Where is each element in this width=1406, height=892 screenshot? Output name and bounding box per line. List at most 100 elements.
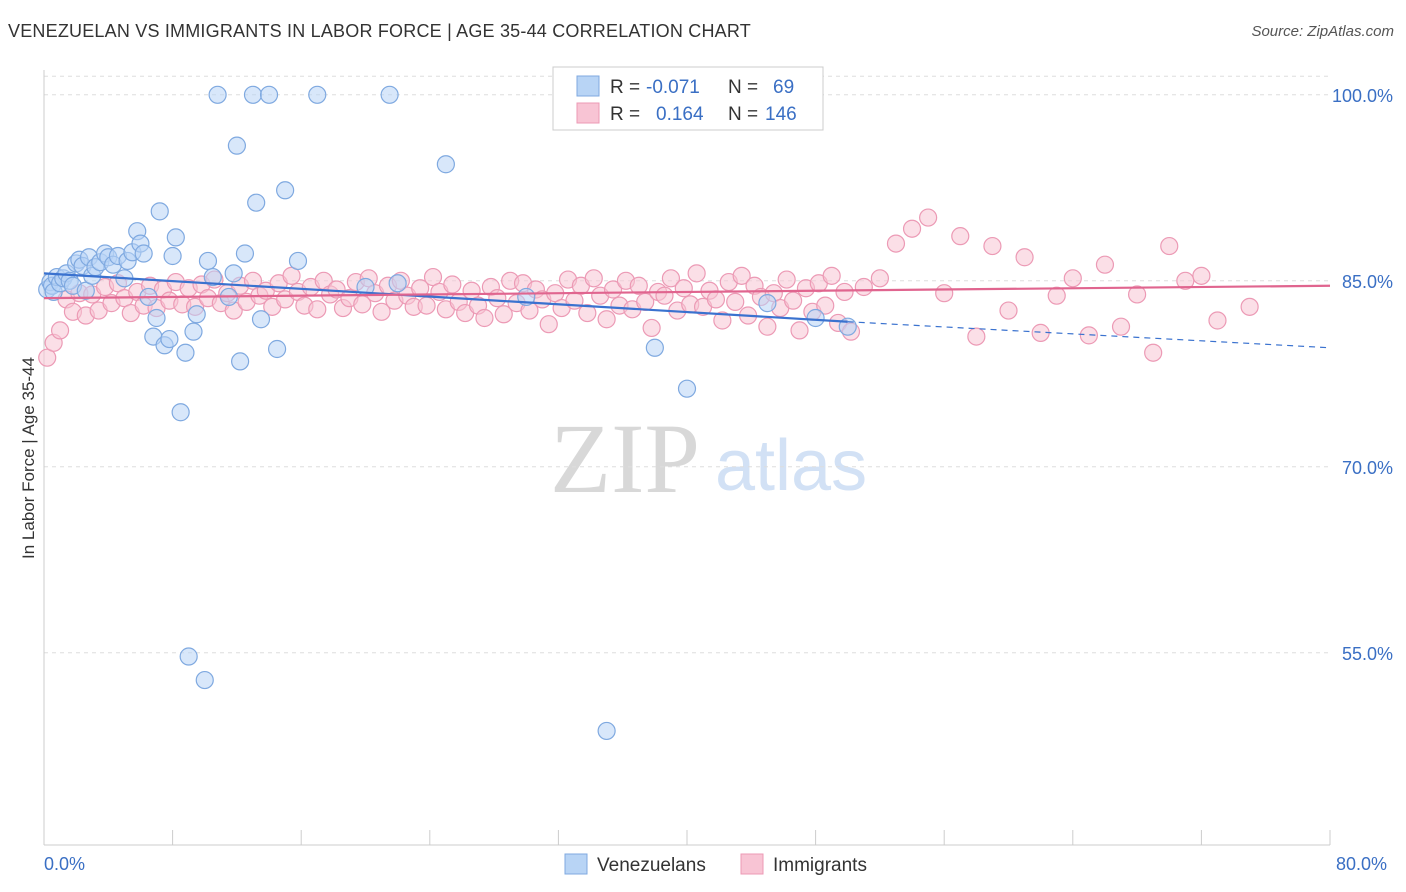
legend-swatch-venezuelans <box>576 75 600 97</box>
data-point <box>235 244 255 263</box>
data-point <box>243 85 263 104</box>
data-point <box>208 85 227 104</box>
data-point <box>163 246 182 266</box>
venezuelans-points <box>38 85 857 741</box>
y-tick-label: 100.0% <box>1332 86 1393 106</box>
data-point <box>488 289 507 308</box>
data-point <box>166 228 185 247</box>
data-point <box>184 322 203 341</box>
trend-line-immigrants <box>43 284 1331 300</box>
legend-r-value-1: -0.071 <box>646 77 700 98</box>
data-point <box>983 236 1002 256</box>
legend-n-label-2: N = <box>728 104 758 125</box>
data-point <box>999 301 1018 320</box>
data-point <box>147 308 166 328</box>
data-point <box>1079 326 1098 345</box>
data-point <box>854 277 873 297</box>
bottom-legend-swatch-immigrants <box>740 853 764 875</box>
data-point <box>160 329 179 349</box>
chart-title: VENEZUELAN VS IMMIGRANTS IN LABOR FORCE … <box>8 21 751 41</box>
data-point <box>251 310 271 329</box>
watermark-zip: ZIP <box>550 403 700 514</box>
legend-r-label-1: R = <box>610 77 640 98</box>
data-point <box>203 267 222 287</box>
data-point <box>443 275 462 294</box>
x-axis-ticks <box>43 830 1331 845</box>
data-point <box>1063 269 1082 288</box>
bottom-legend-label-immigrants: Immigrants <box>773 855 867 876</box>
legend-n-label-1: N = <box>728 77 758 98</box>
data-point <box>380 85 399 104</box>
data-point <box>806 308 825 328</box>
legend-n-value-2: 146 <box>765 104 797 125</box>
data-point <box>276 181 295 200</box>
data-point <box>687 264 706 283</box>
data-point <box>677 379 697 398</box>
data-point <box>777 270 796 289</box>
data-point <box>835 282 854 302</box>
trend-lines <box>43 272 1331 349</box>
y-axis-title: In Labor Force | Age 35-44 <box>19 357 38 559</box>
data-point <box>176 343 195 362</box>
data-point <box>783 291 803 310</box>
data-point <box>822 266 841 285</box>
data-point <box>50 321 70 340</box>
trend-line-venezuelans-extension <box>847 321 1331 349</box>
data-point <box>227 136 246 155</box>
data-point <box>935 284 954 303</box>
data-point <box>150 202 169 221</box>
source-label: Source: ZipAtlas.com <box>1251 23 1394 40</box>
data-point <box>288 251 308 271</box>
data-point <box>259 85 279 104</box>
bottom-legend: Venezuelans Immigrants <box>564 853 867 876</box>
data-point <box>436 155 455 174</box>
data-point <box>951 227 970 246</box>
data-point <box>267 339 287 359</box>
data-point <box>597 310 616 329</box>
data-point <box>224 264 243 283</box>
data-point <box>1208 311 1227 330</box>
stats-legend: R = -0.071 N = 69 R = 0.164 N = 146 <box>552 66 824 131</box>
data-point <box>870 269 890 288</box>
data-point <box>308 85 327 104</box>
data-point <box>1192 266 1211 285</box>
data-point <box>231 352 250 371</box>
legend-r-value-2: 0.164 <box>656 104 704 125</box>
data-point <box>1127 285 1147 304</box>
data-point <box>655 286 674 305</box>
data-point <box>886 234 906 253</box>
data-point <box>674 279 693 298</box>
data-point <box>1111 317 1131 336</box>
y-tick-label: 55.0% <box>1342 644 1393 664</box>
y-tick-label: 70.0% <box>1342 458 1393 478</box>
data-point <box>475 308 494 328</box>
data-point <box>1144 343 1163 362</box>
watermark-atlas: atlas <box>715 426 867 506</box>
data-point <box>629 276 648 295</box>
data-point <box>247 193 266 212</box>
data-point <box>661 269 681 288</box>
data-point <box>1240 297 1259 316</box>
data-point <box>195 670 214 690</box>
data-point <box>597 721 616 741</box>
legend-r-label-2: R = <box>610 104 640 125</box>
data-point <box>713 311 732 330</box>
data-point <box>732 266 751 285</box>
data-point <box>198 251 218 271</box>
data-point <box>919 208 938 227</box>
data-point <box>388 274 407 293</box>
legend-swatch-immigrants <box>576 102 600 124</box>
data-point <box>171 403 190 422</box>
bottom-legend-swatch-venezuelans <box>564 853 588 875</box>
data-point <box>1095 255 1115 274</box>
data-point <box>816 296 835 315</box>
data-point <box>1160 236 1179 256</box>
data-point <box>902 219 922 238</box>
data-point <box>134 244 153 263</box>
x-tick-label-min: 0.0% <box>44 854 85 874</box>
data-point <box>187 305 206 324</box>
data-point <box>584 269 603 288</box>
data-point <box>539 315 558 334</box>
data-point <box>179 647 198 666</box>
